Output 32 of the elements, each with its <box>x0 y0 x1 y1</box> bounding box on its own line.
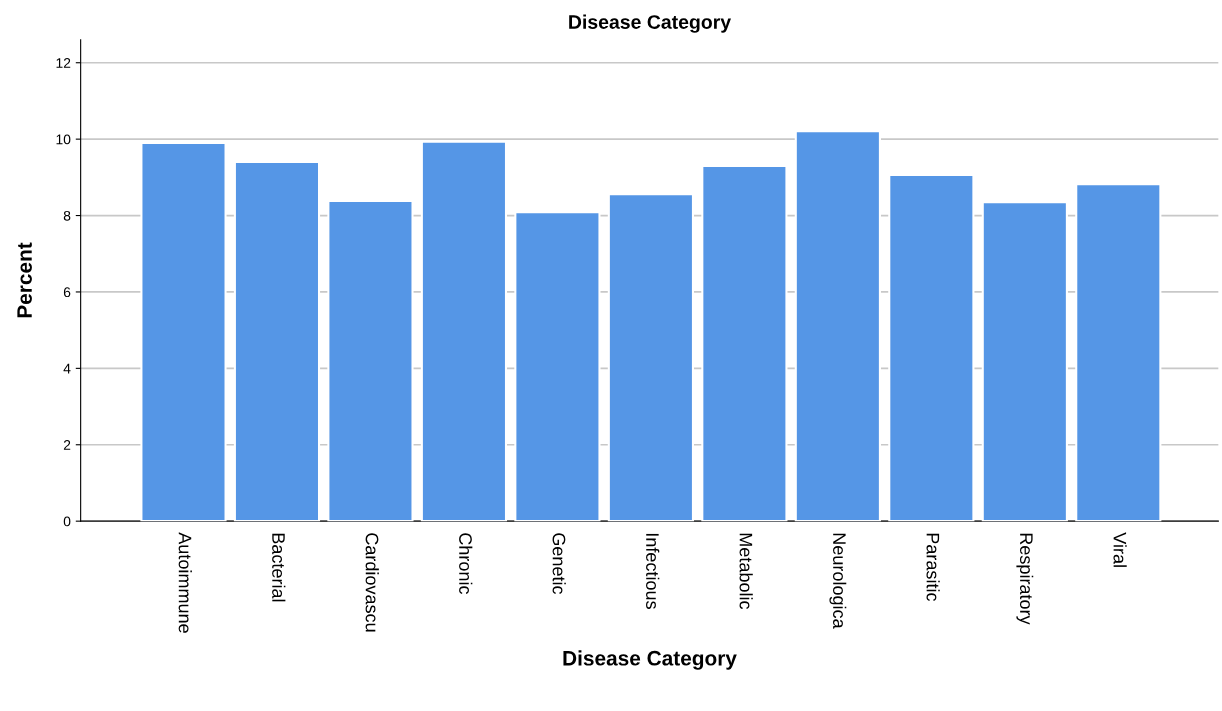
x-tick-label: Genetic <box>552 533 566 595</box>
y-tick-label: 0 <box>63 516 71 527</box>
bar <box>140 141 227 522</box>
x-tick-label: Autoimmune <box>178 532 192 633</box>
bar <box>888 174 975 522</box>
x-axis-title: Disease Category <box>563 650 737 670</box>
y-tick-label: 4 <box>63 363 71 374</box>
bar <box>420 140 508 522</box>
x-tick-label: Metabolic <box>739 533 753 610</box>
x-tick-label: Neurologica <box>829 533 847 629</box>
x-tick-label: Parasitic <box>926 533 940 602</box>
x-tick-label: Infectious <box>646 533 660 609</box>
x-tick-label: Bacterial <box>272 533 286 602</box>
y-tick-label: 8 <box>63 210 71 221</box>
bar <box>1075 183 1162 522</box>
chart-title: Disease Category <box>569 14 731 33</box>
x-tick-label: Respiratory <box>1016 533 1034 625</box>
bar <box>607 193 694 522</box>
y-tick-label: 12 <box>56 58 71 68</box>
y-tick-label: 2 <box>63 440 71 450</box>
bar <box>701 164 788 522</box>
y-tick-label: 6 <box>63 287 71 298</box>
bar <box>794 130 881 522</box>
y-axis-title: Percent <box>17 242 32 318</box>
x-tick-label: Chronic <box>459 533 473 595</box>
x-tick-label: Viral <box>1113 532 1127 567</box>
bar <box>514 211 601 522</box>
bar <box>233 161 321 522</box>
y-tick-label: 10 <box>56 134 71 145</box>
bar <box>327 199 414 522</box>
bar <box>981 201 1068 522</box>
x-tick-label: Cardiovascu <box>365 533 379 632</box>
